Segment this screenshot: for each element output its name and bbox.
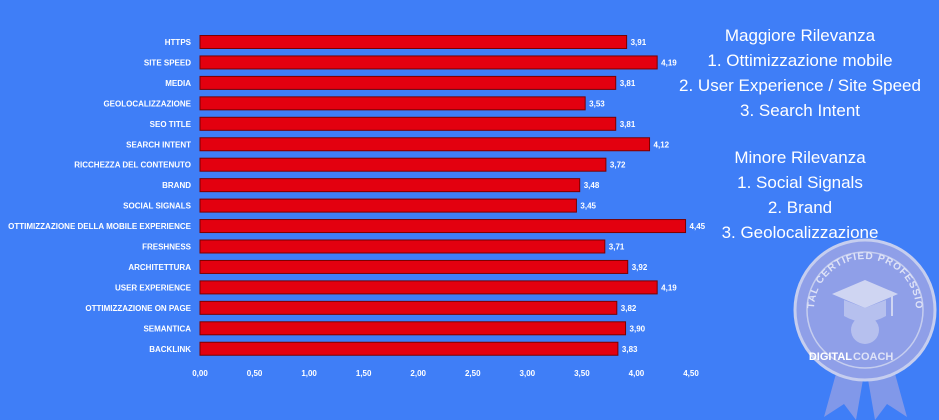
badge-brand-digital: DIGITAL [809,351,852,363]
bar [199,259,629,274]
category-label: MEDIA [165,79,191,88]
category-label: SOCIAL SIGNALS [123,202,192,211]
category-label: RICCHEZZA DEL CONTENUTO [74,161,191,170]
value-label: 4,19 [661,283,677,292]
bar [199,75,617,90]
category-label: GEOLOCALIZZAZIONE [103,99,191,108]
value-label: 3,92 [632,263,648,272]
least-relevant-item-3: 3. Geolocalizzazione [721,223,879,242]
bar [199,239,606,254]
bar [199,280,658,295]
graduate-icon [832,280,898,344]
bar [199,55,658,70]
x-tick-label: 3,00 [520,369,536,378]
bar [199,157,607,172]
bar [199,178,581,193]
value-label: 3,45 [580,202,596,211]
x-tick-label: 4,50 [683,369,699,378]
bar-chart: HTTPS SITE SPEED MEDIA GEOLOCALIZZAZIONE SEO… [8,35,706,378]
badge-inner-ring-icon [806,251,924,369]
bar [199,198,577,213]
category-label: SEMANTICA [143,324,191,333]
bar [199,35,628,49]
bar [199,96,586,111]
category-label: BRAND [162,181,191,190]
x-axis-ticks: 0,00 0,50 1,00 1,50 2,00 2,50 3,00 3,50 4,00 4,50 [192,369,699,378]
value-label: 3,81 [620,120,636,129]
value-label: 4,45 [690,222,706,231]
value-label: 4,12 [654,140,670,149]
x-tick-label: 1,50 [356,369,372,378]
least-relevant-item-2: 2. Brand [767,198,833,217]
value-label: 3,48 [584,181,600,190]
value-label: 3,90 [630,324,646,333]
category-label: OTTIMIZZAZIONE DELLA MOBILE EXPERIENCE [8,222,191,231]
category-label: OTTIMIZZAZIONE ON PAGE [85,304,191,313]
x-tick-label: 1,00 [301,369,317,378]
x-tick-label: 4,00 [629,369,645,378]
value-labels: 3,91 4,19 3,81 3,53 3,81 4,12 3,72 3,48 3,45 4,45… [580,38,705,354]
bar [199,321,627,336]
category-label: FRESHNESS [142,243,192,252]
most-relevant-heading: Maggiore Rilevanza [724,26,876,45]
x-tick-label: 2,50 [465,369,481,378]
value-label: 3,53 [589,99,605,108]
most-relevant-item-2: 2. User Experience / Site Speed [679,76,921,95]
least-relevant-heading: Minore Rilevanza [734,148,866,167]
bar [199,137,651,152]
most-relevant-item-1: 1. Ottimizzazione mobile [707,51,893,70]
bar [199,116,617,131]
category-label: SEO TITLE [150,120,192,129]
x-tick-label: 2,00 [410,369,426,378]
category-label: SITE SPEED [144,58,191,67]
value-label: 3,91 [631,38,647,47]
bar [199,219,687,234]
value-label: 3,71 [609,243,625,252]
value-label: 4,19 [661,58,677,67]
category-label: USER EXPERIENCE [115,283,192,292]
value-label: 3,72 [610,161,626,170]
category-label: SEARCH INTENT [126,140,191,149]
category-label: ARCHITETTURA [128,263,191,272]
x-tick-label: 0,50 [247,369,263,378]
badge-brand-coach: COACH [853,351,893,363]
least-relevant-block: Minore Rilevanza 1. Social Signals 2. Br… [682,145,918,245]
category-label: BACKLINK [149,345,191,354]
most-relevant-block: Maggiore Rilevanza 1. Ottimizzazione mob… [660,23,939,123]
category-label: HTTPS [165,38,192,47]
bar [199,341,619,356]
category-labels: HTTPS SITE SPEED MEDIA GEOLOCALIZZAZIONE SEO… [8,38,191,354]
most-relevant-item-3: 3. Search Intent [739,101,861,120]
least-relevant-item-1: 1. Social Signals [737,173,863,192]
value-label: 3,81 [620,79,636,88]
value-label: 3,83 [622,345,638,354]
x-tick-label: 3,50 [574,369,590,378]
value-label: 3,82 [621,304,637,313]
x-tick-label: 0,00 [192,369,208,378]
bars-layer [199,35,687,356]
bar [199,300,618,315]
digital-coach-badge: DIGITAL CERTIFIED PROFESSIONAL DIGITAL C… [792,232,937,420]
